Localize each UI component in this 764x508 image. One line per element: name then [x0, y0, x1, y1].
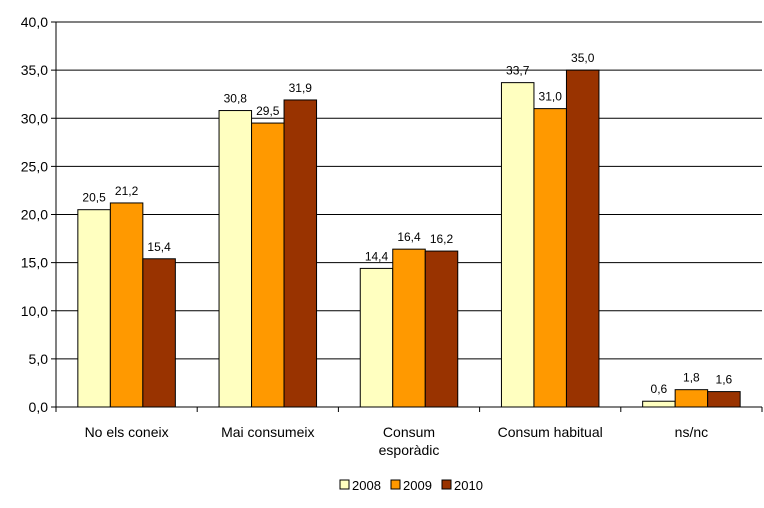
data-label: 15,4 — [147, 240, 171, 254]
y-tick-label: 35,0 — [21, 62, 48, 78]
bar-2010-3 — [565, 69, 600, 408]
bar-2009-2 — [392, 248, 426, 408]
legend-swatch-2010 — [441, 479, 452, 490]
y-tick-label: 5,0 — [29, 351, 49, 367]
y-tick-label: 25,0 — [21, 158, 48, 174]
data-label: 1,6 — [716, 373, 733, 387]
x-category-label: No els coneix — [85, 424, 169, 440]
y-tick-label: 40,0 — [21, 14, 48, 30]
bar-2010-4 — [707, 391, 741, 408]
data-label: 1,8 — [683, 371, 700, 385]
bar-2008-4 — [642, 400, 676, 408]
x-category-label: Consum habitual — [498, 424, 603, 440]
data-label: 16,4 — [397, 230, 421, 244]
bar-2009-3 — [533, 108, 567, 408]
bars — [77, 69, 741, 408]
x-category-label: Mai consumeix — [221, 424, 314, 440]
data-label: 31,9 — [289, 81, 313, 95]
data-labels: 20,5 21,2 15,4 30,8 29,5 31,9 14,4 16,4 16,2 33,7… — [82, 51, 732, 396]
data-label: 21,2 — [115, 184, 139, 198]
bar-2008-2 — [359, 267, 394, 408]
y-axis-tick-labels: 0,0 5,0 10,0 15,0 20,0 25,0 30,0 35,0 40,0 — [21, 14, 48, 415]
data-label: 35,0 — [571, 51, 595, 65]
data-label: 31,0 — [539, 90, 563, 104]
bar-2009-4 — [674, 389, 709, 408]
bar-2008-0 — [77, 209, 111, 408]
bar-2008-3 — [500, 82, 535, 408]
y-tick-label: 0,0 — [29, 399, 49, 415]
data-label: 33,7 — [506, 64, 530, 78]
y-tick-label: 10,0 — [21, 303, 48, 319]
data-label: 30,8 — [224, 92, 248, 106]
legend-swatch-2009 — [390, 479, 401, 490]
data-label: 20,5 — [82, 191, 106, 205]
legend-label: 2009 — [403, 478, 432, 493]
bar-2010-0 — [142, 258, 176, 408]
bar-2008-1 — [218, 110, 253, 408]
y-tick-label: 15,0 — [21, 255, 48, 271]
y-tick-label: 20,0 — [21, 207, 48, 223]
x-category-label: esporàdic — [379, 442, 440, 458]
x-category-label: ns/nc — [675, 424, 708, 440]
bar-2009-0 — [109, 202, 144, 408]
data-label: 0,6 — [651, 382, 668, 396]
legend-swatch-2008 — [339, 479, 350, 490]
x-category-label: Consum — [383, 424, 435, 440]
axes — [51, 21, 763, 412]
legend: 2008 2009 2010 — [339, 478, 483, 493]
data-label: 29,5 — [256, 104, 280, 118]
x-axis-category-labels: No els coneix Mai consumeix Consum esporàdi… — [85, 424, 709, 458]
bar-2010-2 — [424, 250, 459, 408]
legend-label: 2010 — [454, 478, 483, 493]
data-label: 14,4 — [365, 249, 389, 263]
bar-2010-1 — [283, 99, 318, 408]
legend-label: 2008 — [352, 478, 381, 493]
bar-2009-1 — [251, 122, 285, 408]
data-label: 16,2 — [430, 232, 454, 246]
y-tick-label: 30,0 — [21, 110, 48, 126]
